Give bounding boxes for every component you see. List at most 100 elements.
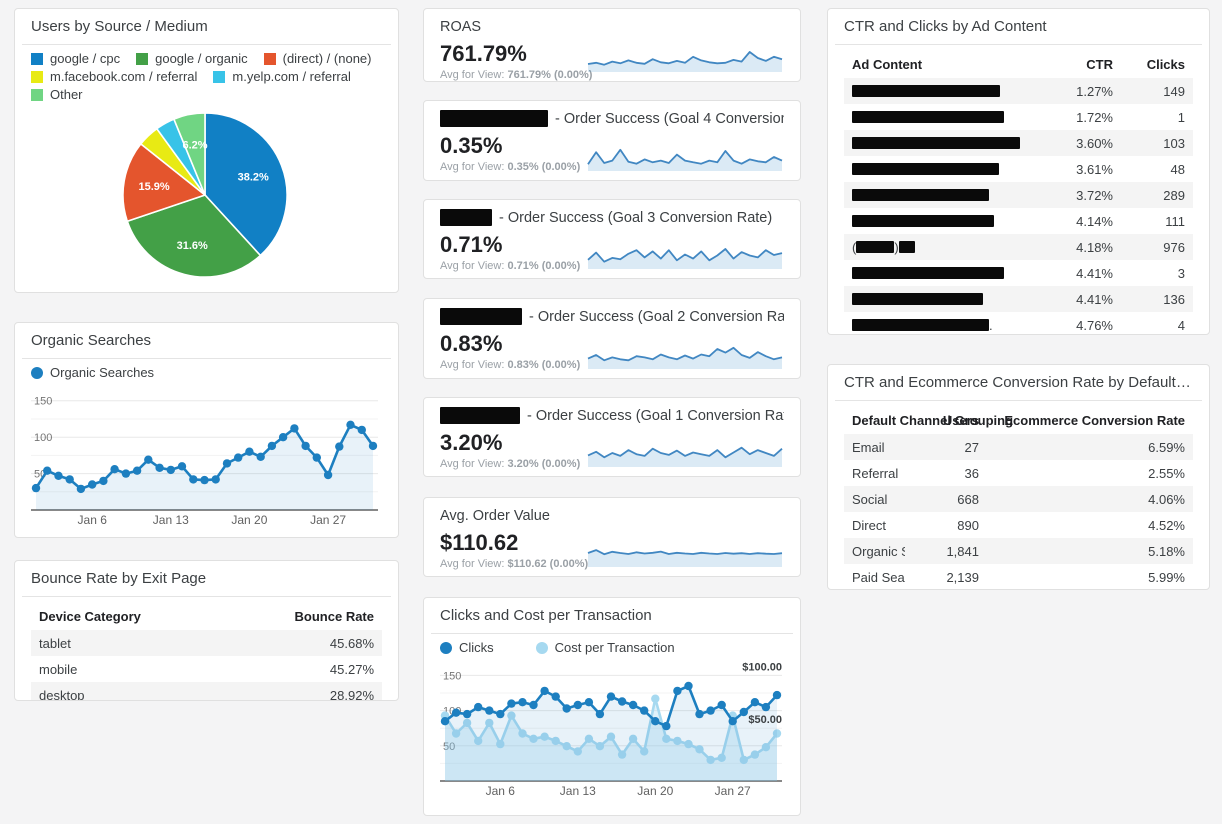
- organic-searches-chart[interactable]: 50 100 150 Jan 6 Jan 13 Jan 20 Jan 27: [31, 384, 382, 533]
- legend-item-clicks: Clicks: [440, 640, 494, 655]
- table-row: Referral 36 2.55%: [844, 460, 1193, 486]
- x-axis-label: Jan 13: [560, 784, 596, 798]
- pie-slice-label: 38.2%: [238, 171, 269, 183]
- table-cell: 3.61%: [1076, 161, 1113, 177]
- table-cell: 668: [957, 491, 979, 507]
- pie-slice-other[interactable]: [173, 112, 206, 196]
- legend-item-m-yelp-com-referral: m.yelp.com / referral: [213, 69, 351, 84]
- legend-item-google-organic: google / organic: [136, 51, 248, 66]
- card-title: CTR and Clicks by Ad Content: [844, 18, 1047, 35]
- legend-swatch: [136, 52, 149, 65]
- column-header: Default Channel Grouping: [852, 413, 1014, 428]
- table-cell: 5.99%: [1148, 569, 1185, 585]
- legend-label: Clicks: [459, 640, 494, 655]
- table-cell: Paid Search: [852, 569, 905, 585]
- table-cell: 45.27%: [329, 661, 374, 677]
- divider: [431, 633, 793, 634]
- pie-slice-google-organic[interactable]: [126, 194, 262, 278]
- legend-swatch: [31, 70, 43, 83]
- table-row: 4.14% 111: [844, 208, 1193, 234]
- legend-item--direct-none-: (direct) / (none): [263, 51, 372, 66]
- legend-label: m.yelp.com / referral: [232, 69, 351, 84]
- table-cell: 3: [1177, 265, 1185, 281]
- label-text: ROAS: [440, 19, 482, 35]
- sparkline: [587, 148, 783, 171]
- table-cell: [844, 78, 1041, 104]
- table-cell: 111: [1165, 213, 1185, 229]
- table-cell: 149: [1163, 83, 1185, 99]
- label-text: Avg. Order Value: [440, 508, 550, 524]
- table-cell: 45.68%: [329, 635, 374, 651]
- users-pie-chart[interactable]: 38.2% 31.6% 15.9% 6.2%: [31, 106, 382, 289]
- scorecard-value: $110.62: [440, 530, 519, 555]
- sparkline: [587, 51, 783, 72]
- ad-content-table: Ad Content CTR Clicks 1.27% 149 1.72% 1 3.60% 10…: [844, 51, 1193, 334]
- redacted-text: [898, 240, 915, 253]
- table-cell: 4.41%: [1076, 291, 1113, 307]
- legend-swatch: [31, 366, 43, 379]
- scorecard-avg: Avg for View: 3.20% (0.00%): [440, 458, 581, 470]
- table-cell: 2.55%: [1148, 465, 1185, 481]
- pie-slice-google-cpc[interactable]: [204, 112, 288, 257]
- divider: [835, 400, 1202, 401]
- legend-swatch: [213, 70, 226, 83]
- legend-swatch: [535, 641, 548, 654]
- x-axis-label: Jan 6: [78, 513, 108, 527]
- redacted-text: [852, 162, 999, 175]
- legend-swatch: [440, 641, 452, 654]
- clicks-cost-legend: Clicks Cost per Transaction: [440, 640, 784, 655]
- pie-slice--direct-none-[interactable]: [122, 143, 206, 223]
- table-cell: 4.06%: [1148, 491, 1185, 507]
- divider: [22, 596, 391, 597]
- table-cell: Referral: [852, 465, 899, 481]
- legend-item-other: Other: [31, 87, 83, 102]
- redacted-text: [440, 110, 548, 127]
- table-row: Organic Search 1,841 5.18%: [844, 538, 1193, 564]
- label-text: .: [989, 317, 993, 333]
- legend-label: m.facebook.com / referral: [50, 69, 198, 84]
- channel-grouping-table: Default Channel Grouping Users Ecommerce C…: [844, 407, 1193, 589]
- table-cell: 27: [964, 439, 979, 455]
- y-axis-label: 50: [443, 741, 455, 753]
- table-cell: 4.18%: [1076, 239, 1113, 255]
- scorecard-title: Avg. Order Value: [440, 506, 784, 526]
- scorecard-value: 0.71%: [440, 232, 503, 257]
- table-row: Direct 890 4.52%: [844, 512, 1193, 538]
- scorecard-avg-order-value: Avg. Order Value $110.62 Avg for View: $…: [423, 497, 801, 577]
- divider: [835, 44, 1202, 45]
- table-cell: 4.41%: [1076, 265, 1113, 281]
- column-header: Users: [942, 413, 979, 428]
- y-axis-label: 150: [443, 670, 461, 682]
- scorecard-avg: Avg for View: 761.79% (0.00%): [440, 69, 593, 81]
- table-row: desktop 28.92%: [31, 682, 382, 701]
- y-axis-label: 150: [34, 396, 52, 408]
- label-text: - Order Success (Goal 1 Conversion Rate): [527, 408, 784, 424]
- card-title: CTR and Ecommerce Conversion Rate by Def…: [844, 374, 1193, 391]
- x-axis-label: Jan 6: [486, 784, 516, 798]
- redacted-text: [852, 110, 1004, 123]
- table-cell: 1.72%: [1076, 109, 1113, 125]
- table-cell: [844, 182, 1041, 208]
- table-cell: 4: [1177, 317, 1185, 333]
- table-cell: [844, 260, 1041, 286]
- column-header: Ad Content: [852, 57, 923, 72]
- scorecard-goal2-conversion-rate: - Order Success (Goal 2 Conversion Rate)…: [423, 298, 801, 379]
- scorecard-avg: Avg for View: 0.71% (0.00%): [440, 260, 581, 272]
- table-cell: desktop: [39, 687, 85, 701]
- table-cell: 4.76%: [1076, 317, 1113, 333]
- table-cell: [844, 130, 1041, 156]
- scorecard-avg: Avg for View: 0.35% (0.00%): [440, 161, 581, 173]
- redacted-text: [852, 188, 989, 201]
- series-clicks: [440, 681, 782, 781]
- pie-slice-label: 6.2%: [182, 139, 207, 151]
- legend-label: (direct) / (none): [282, 51, 372, 66]
- table-row: mobile 45.27%: [31, 656, 382, 682]
- redacted-text: [440, 407, 520, 424]
- table-cell: [844, 156, 1041, 182]
- legend-label: google / organic: [155, 51, 248, 66]
- legend-item-cost-per-transaction: Cost per Transaction: [535, 640, 675, 655]
- table-cell: 3.72%: [1076, 187, 1113, 203]
- label-text: - Order Success (Goal 2 Conversion Rate): [529, 309, 784, 325]
